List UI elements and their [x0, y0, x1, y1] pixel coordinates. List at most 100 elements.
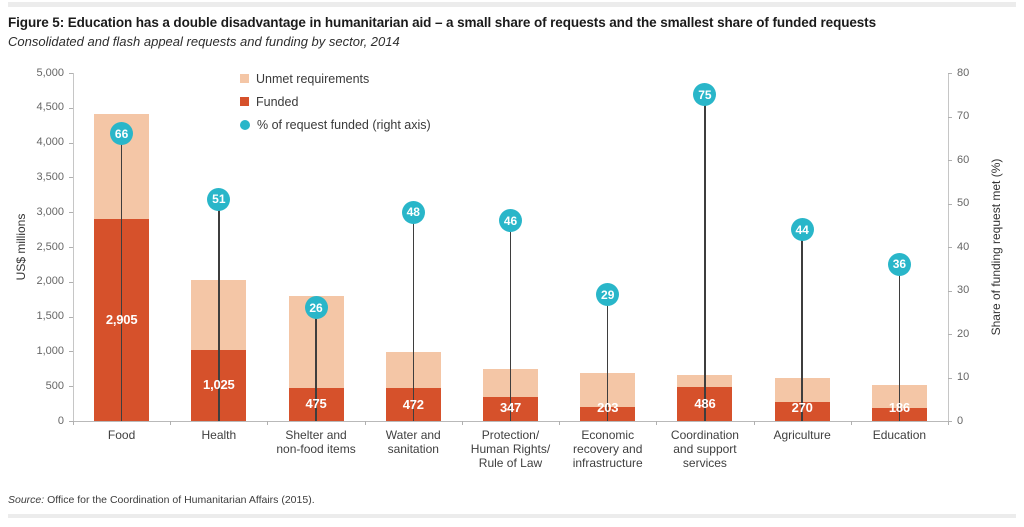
x-tick — [170, 421, 172, 425]
funded-value-label: 486 — [694, 396, 716, 412]
percent-stem — [509, 220, 512, 421]
y2-tick — [948, 160, 952, 161]
y-tick-label: 3,000 — [36, 205, 64, 218]
y2-tick-label: 10 — [957, 371, 970, 383]
y2-tick-label: 20 — [957, 327, 970, 340]
legend-label: Unmet requirements — [256, 71, 370, 86]
x-tick — [753, 421, 755, 425]
percent-stem — [801, 229, 803, 421]
x-tick — [461, 421, 463, 425]
legend-label: Funded — [256, 94, 299, 109]
funded-value-label: 347 — [499, 400, 522, 415]
funded-swatch-icon — [240, 97, 249, 106]
legend-item-percent: % of request funded (right axis) — [240, 113, 431, 136]
percent-marker: 48 — [401, 200, 425, 224]
percent-marker: 26 — [304, 296, 328, 320]
y-tick-label: 1,000 — [36, 344, 64, 357]
legend-item-unmet: Unmet requirements — [240, 67, 431, 90]
category-label: Agriculture — [773, 428, 831, 442]
percent-marker: 44 — [790, 218, 814, 242]
y2-tick — [948, 203, 952, 205]
category-label: Protection/Human Rights/Rule of Law — [470, 428, 551, 470]
y2-tick-label: 0 — [957, 414, 964, 427]
y2-tick-label: 80 — [957, 66, 970, 79]
category-label: Water and sanitation — [385, 428, 441, 456]
funded-value-label: 1,025 — [203, 377, 235, 393]
y-tick-label: 4,000 — [36, 136, 64, 149]
category-label: Coordination and support services — [670, 428, 739, 470]
y-tick-label: 1,500 — [36, 310, 64, 323]
percent-stem — [704, 94, 706, 421]
y-tick-label: 500 — [45, 379, 64, 392]
percent-swatch-icon — [240, 119, 250, 130]
y2-tick-label: 70 — [957, 110, 970, 122]
x-tick — [656, 421, 658, 425]
percent-marker: 75 — [693, 83, 717, 107]
y2-tick-label: 30 — [957, 284, 970, 296]
y-tick — [69, 73, 73, 74]
legend-label: % of request funded (right axis) — [257, 117, 431, 132]
percent-stem — [120, 133, 123, 421]
y-tick — [69, 177, 73, 179]
chart-legend: Unmet requirements Funded % of request f… — [240, 67, 431, 136]
funded-value-label: 475 — [305, 396, 327, 412]
x-tick — [364, 421, 366, 425]
y2-tick-label: 40 — [957, 240, 970, 253]
y-tick — [69, 247, 73, 248]
percent-marker: 66 — [110, 122, 134, 146]
source-text: Office for the Coordination of Humanitar… — [44, 494, 315, 506]
y-tick — [69, 212, 73, 214]
y-tick-label: 2,000 — [36, 275, 64, 288]
percent-marker: 29 — [596, 283, 620, 307]
y-tick — [69, 351, 73, 353]
category-label: Food — [107, 428, 136, 442]
category-label: Education — [872, 428, 927, 442]
category-label: Economic recovery and infrastructure — [572, 428, 643, 470]
top-divider — [8, 2, 1016, 7]
y2-tick — [948, 247, 952, 248]
y-tick — [69, 316, 73, 318]
funded-value-label: 2,905 — [105, 311, 138, 327]
y-tick-label: 2,500 — [36, 240, 64, 253]
y-tick — [69, 281, 73, 283]
percent-stem — [218, 199, 220, 421]
funded-value-label: 270 — [791, 400, 813, 415]
y-tick-label: 0 — [57, 414, 64, 427]
y-axis-line — [73, 73, 74, 421]
y2-tick — [948, 73, 952, 74]
x-axis-line — [73, 421, 948, 422]
funded-value-label: 472 — [402, 396, 424, 412]
category-label: Health — [201, 428, 237, 442]
funded-value-label: 203 — [597, 400, 619, 415]
y2-tick — [948, 377, 952, 379]
y2-tick — [948, 290, 952, 292]
x-tick — [559, 421, 561, 425]
figure-subtitle: Consolidated and flash appeal requests a… — [8, 34, 400, 49]
unmet-swatch-icon — [240, 74, 249, 83]
figure-title: Figure 5: Education has a double disadva… — [8, 15, 876, 30]
funded-value-label: 186 — [888, 400, 910, 415]
x-tick — [267, 421, 269, 425]
percent-marker: 36 — [887, 252, 911, 276]
x-tick — [948, 421, 949, 425]
percent-stem — [412, 212, 415, 421]
source-note: Source: Office for the Coordination of H… — [8, 494, 315, 506]
percent-stem — [315, 307, 317, 421]
y-tick-label: 5,000 — [36, 66, 64, 79]
y-tick — [69, 107, 73, 109]
y-tick — [69, 421, 73, 422]
x-tick — [73, 421, 74, 425]
y2-tick-label: 50 — [957, 197, 970, 209]
y-tick-label: 4,500 — [36, 101, 64, 114]
y-tick — [69, 142, 73, 144]
bottom-divider — [8, 514, 1016, 518]
percent-stem — [898, 264, 901, 421]
x-tick — [850, 421, 852, 425]
percent-marker: 51 — [207, 187, 231, 211]
y2-tick-label: 60 — [957, 153, 970, 166]
percent-marker: 46 — [499, 209, 522, 233]
category-label: Shelter and non-food items — [276, 428, 356, 456]
y2-tick — [948, 334, 952, 335]
